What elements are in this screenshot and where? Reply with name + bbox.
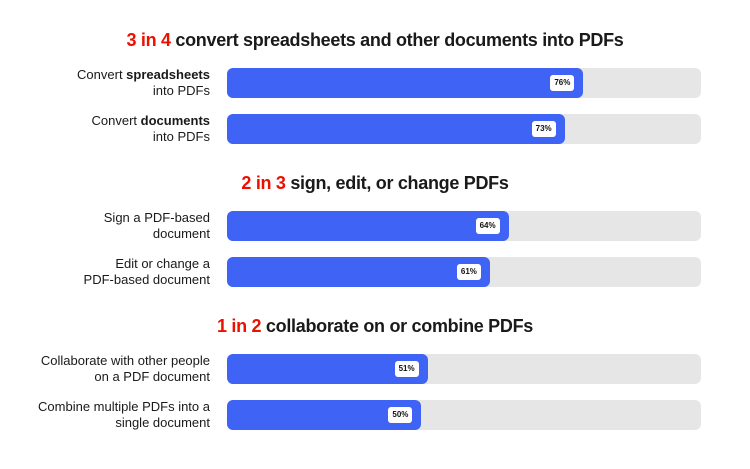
title-highlight: 2 in 3 <box>241 173 286 193</box>
bar-label: Edit or change a PDF-based document <box>0 256 210 288</box>
group-title: 1 in 2 collaborate on or combine PDFs <box>0 316 750 337</box>
bar-label-line1: Collaborate with other people <box>0 353 210 369</box>
bar-track: 64% <box>227 211 701 241</box>
bar-label: Sign a PDF-based document <box>0 210 210 242</box>
value-label: 73% <box>531 121 556 137</box>
title-highlight: 3 in 4 <box>126 30 171 50</box>
title-rest: sign, edit, or change PDFs <box>285 173 509 193</box>
bar-label-text: Convert <box>91 113 141 128</box>
bar-label-bold: spreadsheets <box>126 67 210 82</box>
bar-label-line1: Sign a PDF-based <box>0 210 210 226</box>
group-title: 3 in 4 convert spreadsheets and other do… <box>0 30 750 51</box>
bar-fill <box>227 211 509 241</box>
bar-label-line1: Edit or change a <box>0 256 210 272</box>
bar-label-text: Convert <box>77 67 127 82</box>
bar-fill <box>227 114 565 144</box>
bar-fill <box>227 257 490 287</box>
bar-fill <box>227 354 428 384</box>
title-rest: convert spreadsheets and other documents… <box>170 30 624 50</box>
bar-label-line1: Convert documents <box>0 113 210 129</box>
bar-label-text: Combine multiple PDFs into a <box>38 399 210 414</box>
bar-label-line2: on a PDF document <box>94 369 210 384</box>
value-label: 64% <box>475 218 500 234</box>
bar-label: Collaborate with other people on a PDF do… <box>0 353 210 385</box>
bar-label-line2: document <box>152 226 210 241</box>
bar-label-line2: PDF-based document <box>83 272 210 287</box>
bar-label-bold: documents <box>140 113 210 128</box>
value-label: 50% <box>388 407 413 423</box>
value-label: 76% <box>550 75 575 91</box>
bar-label: Combine multiple PDFs into a single docum… <box>0 399 210 431</box>
group-title: 2 in 3 sign, edit, or change PDFs <box>0 173 750 194</box>
bar-track: 61% <box>227 257 701 287</box>
bar-track: 51% <box>227 354 701 384</box>
title-highlight: 1 in 2 <box>217 316 262 336</box>
bar-label-line1: Convert spreadsheets <box>0 67 210 83</box>
bar-label-line2: into PDFs <box>152 83 210 98</box>
bar-label: Convert documents into PDFs <box>0 113 210 145</box>
bar-track: 50% <box>227 400 701 430</box>
bar-fill <box>227 68 584 98</box>
title-rest: collaborate on or combine PDFs <box>261 316 533 336</box>
value-label: 51% <box>394 361 419 377</box>
bar-label-text: Edit or change a <box>115 256 210 271</box>
bar-track: 73% <box>227 114 701 144</box>
bar-label-line1: Combine multiple PDFs into a <box>0 399 210 415</box>
bar-label-text: Collaborate with other people <box>40 353 210 368</box>
bar-label: Convert spreadsheets into PDFs <box>0 67 210 99</box>
bar-label-text: Sign a PDF-based <box>103 210 210 225</box>
bar-track: 76% <box>227 68 701 98</box>
bar-label-line2: single document <box>115 415 210 430</box>
bar-label-line2: into PDFs <box>152 129 210 144</box>
value-label: 61% <box>456 264 481 280</box>
